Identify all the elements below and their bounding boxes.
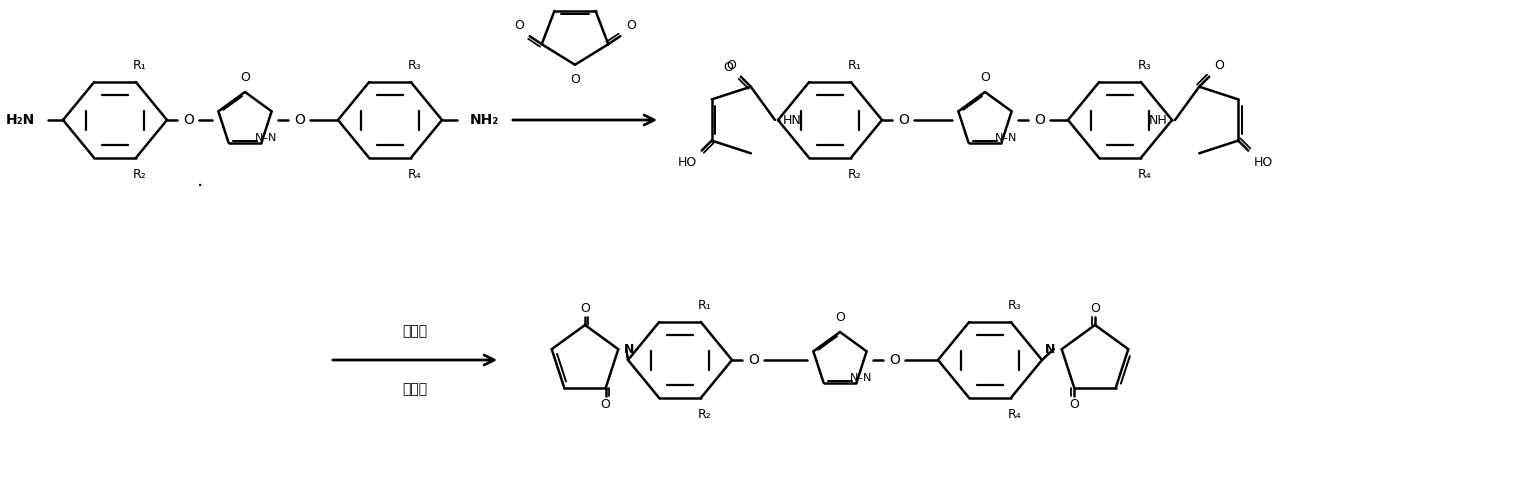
Text: O: O [1214, 59, 1223, 72]
Text: N–N: N–N [255, 133, 278, 143]
Text: R₂: R₂ [698, 408, 712, 421]
Text: O: O [626, 19, 636, 32]
Text: R₁: R₁ [848, 59, 862, 72]
Text: O: O [1070, 398, 1079, 411]
Text: NH₂: NH₂ [470, 113, 500, 127]
Text: O: O [749, 353, 759, 367]
Text: N–N: N–N [850, 373, 873, 383]
Text: R₂: R₂ [848, 168, 862, 181]
Text: HN: HN [782, 114, 802, 126]
Text: O: O [981, 71, 990, 84]
Text: O: O [899, 113, 910, 127]
Text: O: O [579, 302, 590, 315]
Text: R₄: R₄ [1137, 168, 1151, 181]
Text: NH: NH [1148, 114, 1167, 126]
Text: O: O [295, 113, 306, 127]
Text: R₄: R₄ [1008, 408, 1022, 421]
Text: HO: HO [678, 156, 696, 168]
Text: O: O [725, 59, 736, 72]
Text: R₃: R₃ [1008, 299, 1022, 312]
Text: O: O [722, 61, 733, 74]
Text: HO: HO [1253, 156, 1273, 168]
Text: R₁: R₁ [134, 59, 146, 72]
Text: R₄: R₄ [407, 168, 421, 181]
Text: O: O [570, 73, 579, 86]
Text: R₂: R₂ [134, 168, 146, 181]
Text: O: O [890, 353, 901, 367]
Text: O: O [183, 113, 195, 127]
Text: N: N [1045, 343, 1056, 356]
Text: O: O [835, 311, 845, 324]
Text: O: O [240, 71, 251, 84]
Text: .: . [197, 170, 203, 189]
Text: N: N [624, 343, 635, 356]
Text: 脱水劑: 脱水劑 [403, 382, 427, 396]
Text: O: O [1034, 113, 1045, 127]
Text: O: O [513, 19, 524, 32]
Text: O: O [1090, 302, 1100, 315]
Text: N–N: N–N [996, 133, 1017, 143]
Text: 却化劑: 却化劑 [403, 324, 427, 338]
Text: H₂N: H₂N [6, 113, 35, 127]
Text: R₁: R₁ [698, 299, 712, 312]
Text: R₃: R₃ [1137, 59, 1151, 72]
Text: O: O [601, 398, 610, 411]
Text: R₃: R₃ [407, 59, 421, 72]
